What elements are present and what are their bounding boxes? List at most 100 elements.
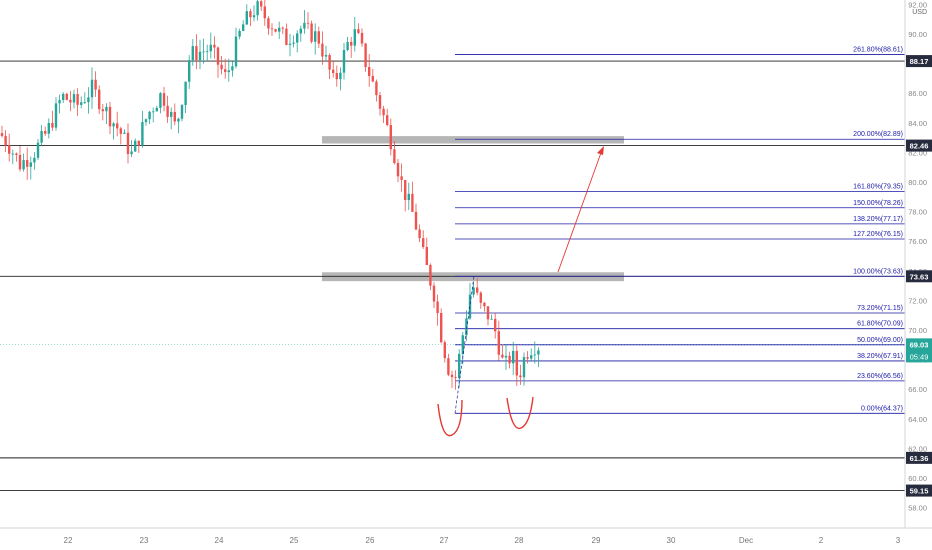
candle-body [72,94,76,103]
candle-body [65,93,68,100]
candle-body [350,41,353,46]
horizontal-levels [0,60,905,492]
y-tick-label: 90.00 [908,30,927,39]
y-tick-label: 60.00 [908,474,927,483]
candle-body [116,123,119,129]
candle-body [360,32,364,44]
x-tick-label: 28 [515,536,524,545]
candle-body [209,44,212,52]
candle-body [324,55,328,57]
candle-body [476,287,479,293]
fib-label: 127.20%(76.15) [853,231,903,238]
candle-body [126,132,130,155]
candle-body [335,73,338,80]
x-tick-labels: 22 23 24 25 26 27 28 29 30 Dec 2 3 [64,536,901,545]
fib-label: 0.00%(64.37) [861,405,903,412]
candle-body [180,105,184,119]
x-tick-label: 29 [592,536,601,545]
candle-body [483,302,486,307]
candle-body [501,354,504,358]
y-tick-label: 80.00 [908,178,927,187]
candle-body [0,133,4,136]
candle-body [123,132,126,134]
candle-body [137,140,140,146]
candle-body [267,18,270,29]
candle-body [422,238,425,248]
candle-body [260,1,263,7]
candle-body [440,313,443,343]
candle-body [231,66,234,71]
fib-label: 261.80%(88.61) [853,47,903,54]
level-badge-label: 73.63 [910,272,929,281]
candle-body [515,350,518,376]
candle-body [159,93,162,108]
y-tick-label: 86.00 [908,89,927,98]
candle-body [47,123,50,134]
candle-body [29,162,32,167]
fib-label: 23.60%(66.56) [857,373,903,380]
fib-label: 73.20%(71.15) [857,305,903,312]
candle-body [526,357,529,359]
level-badge-label: 82.46 [910,142,929,151]
x-tick-label: 25 [290,536,299,545]
candle-body [256,1,259,16]
price-axis[interactable]: USD 58.0060.0062.0064.0066.0068.0070.007… [904,0,932,528]
candle-body [407,193,410,201]
x-tick-label: 24 [215,536,224,545]
candle-body [299,28,302,34]
candle-body [512,350,515,364]
fibonacci-extension: 261.80%(88.61) 200.00%(82.89) 161.80%(79.3… [455,47,905,414]
candle-body [134,140,137,152]
candle-body [310,23,313,42]
candle-body [76,94,79,105]
candle-body [306,22,310,24]
candle-body [22,160,25,170]
currency-label: USD [912,9,927,16]
x-tick-label: 27 [440,536,449,545]
x-tick-label: 26 [366,536,375,545]
candle-body [177,118,180,122]
x-tick-label: 23 [140,536,149,545]
candle-body [386,115,389,126]
candle-body [26,160,29,167]
x-tick-label: 3 [896,536,901,545]
candle-body [62,93,65,101]
candle-body [342,50,346,73]
fib-label: 200.00%(82.89) [853,131,903,138]
candle-body [508,355,511,364]
candle-body [447,358,450,375]
candle-body [274,29,277,32]
candle-body [40,131,43,143]
y-tick-label: 84.00 [908,119,927,128]
level-badge-label: 59.15 [910,487,929,496]
candle-body [303,22,306,29]
fib-label: 100.00%(73.63) [853,268,903,275]
candle-body [224,69,227,73]
candle-body [155,107,158,112]
candle-body [191,46,194,61]
candle-body [418,229,421,239]
current-price-badge [906,338,932,363]
annotations [437,146,604,437]
fib-anchor-line [454,276,475,414]
price-badges: 88.17 82.46 73.63 61.36 59.15 69.03 05:49 [906,55,932,497]
y-tick-label: 58.00 [908,504,927,513]
y-tick-label: 72.00 [908,296,927,305]
candle-body [332,69,335,74]
candle-body [317,31,320,44]
candle-body [252,15,256,18]
candle-body [166,105,169,117]
time-axis[interactable]: 22 23 24 25 26 27 28 29 30 Dec 2 3 [0,527,932,550]
level-badge [906,270,932,283]
candle-body [494,318,497,332]
y-tick-label: 70.00 [908,326,927,335]
level-badge [906,139,932,152]
candle-body [101,109,104,112]
candle-body [328,55,331,70]
projection-arrow-head [597,146,604,155]
x-tick-label: 22 [64,536,73,545]
candle-body [497,331,500,355]
y-tick-label: 76.00 [908,237,927,246]
candle-body [339,72,342,80]
